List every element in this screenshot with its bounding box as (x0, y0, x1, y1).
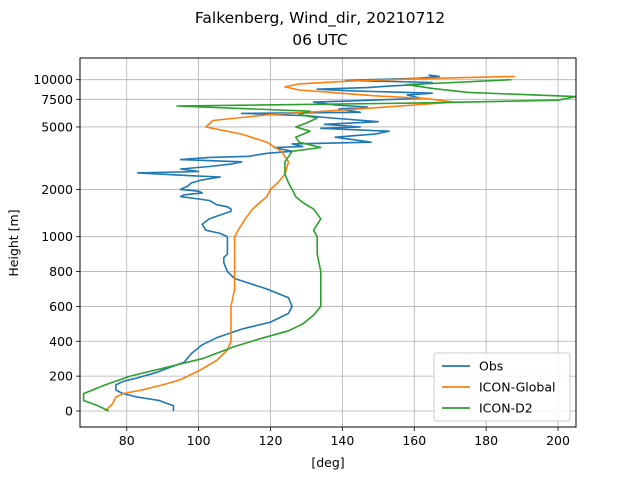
y-axis-ticks: 0 200 400 600 800 1000 2000 5000 7500 10000 (33, 72, 80, 419)
x-axis-ticks: 80 100 120 140 160 180 200 (119, 427, 570, 448)
x-tick-label: 120 (259, 433, 283, 448)
legend: Obs ICON-Global ICON-D2 (433, 352, 571, 422)
y-tick-label: 7500 (41, 92, 73, 107)
series-line-obs (115, 74, 441, 411)
y-axis-label: Height [m] (6, 209, 21, 276)
y-tick-label: 600 (49, 299, 73, 314)
x-tick-label: 160 (402, 433, 426, 448)
chart-title: Falkenberg, Wind_dir, 20210712 (195, 9, 445, 28)
y-tick-label: 5000 (41, 119, 73, 134)
x-axis-label: [deg] (311, 455, 344, 470)
y-tick-label: 0 (65, 404, 73, 419)
grid (80, 58, 576, 427)
series-layer (82, 74, 576, 412)
series-line-icon-d2 (82, 78, 576, 412)
legend-label: Obs (479, 359, 503, 374)
x-tick-label: 180 (474, 433, 498, 448)
y-tick-label: 400 (49, 334, 73, 349)
legend-label: ICON-Global (479, 380, 555, 395)
x-tick-label: 100 (187, 433, 211, 448)
legend-label: ICON-D2 (479, 401, 533, 416)
y-tick-label: 2000 (41, 182, 73, 197)
x-tick-label: 140 (330, 433, 354, 448)
y-tick-label: 1000 (41, 229, 73, 244)
x-tick-label: 200 (546, 433, 570, 448)
y-tick-label: 10000 (33, 72, 73, 87)
y-tick-label: 800 (49, 264, 73, 279)
x-tick-label: 80 (119, 433, 135, 448)
legend-box (433, 352, 571, 422)
y-tick-label: 200 (49, 369, 73, 384)
plot-frame (79, 57, 577, 428)
chart-subtitle: 06 UTC (292, 31, 347, 49)
series-line-icon-global (104, 75, 515, 412)
